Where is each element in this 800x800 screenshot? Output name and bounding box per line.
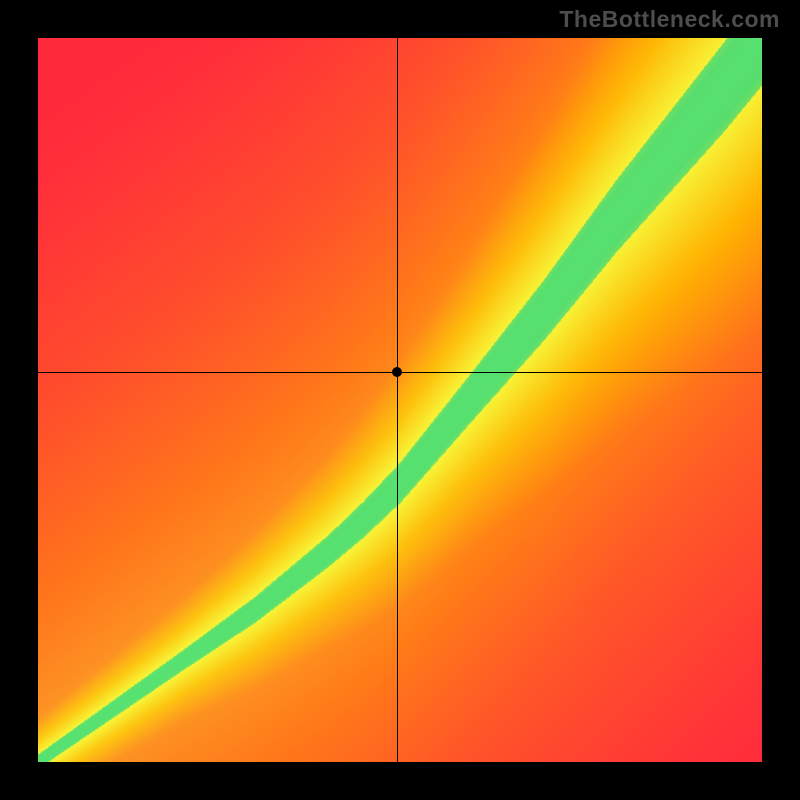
plot-area [38, 38, 762, 762]
chart-frame: TheBottleneck.com [0, 0, 800, 800]
watermark-text: TheBottleneck.com [559, 6, 780, 33]
data-point-marker [392, 367, 402, 377]
crosshair-vertical [397, 38, 398, 762]
heatmap-canvas [38, 38, 762, 762]
